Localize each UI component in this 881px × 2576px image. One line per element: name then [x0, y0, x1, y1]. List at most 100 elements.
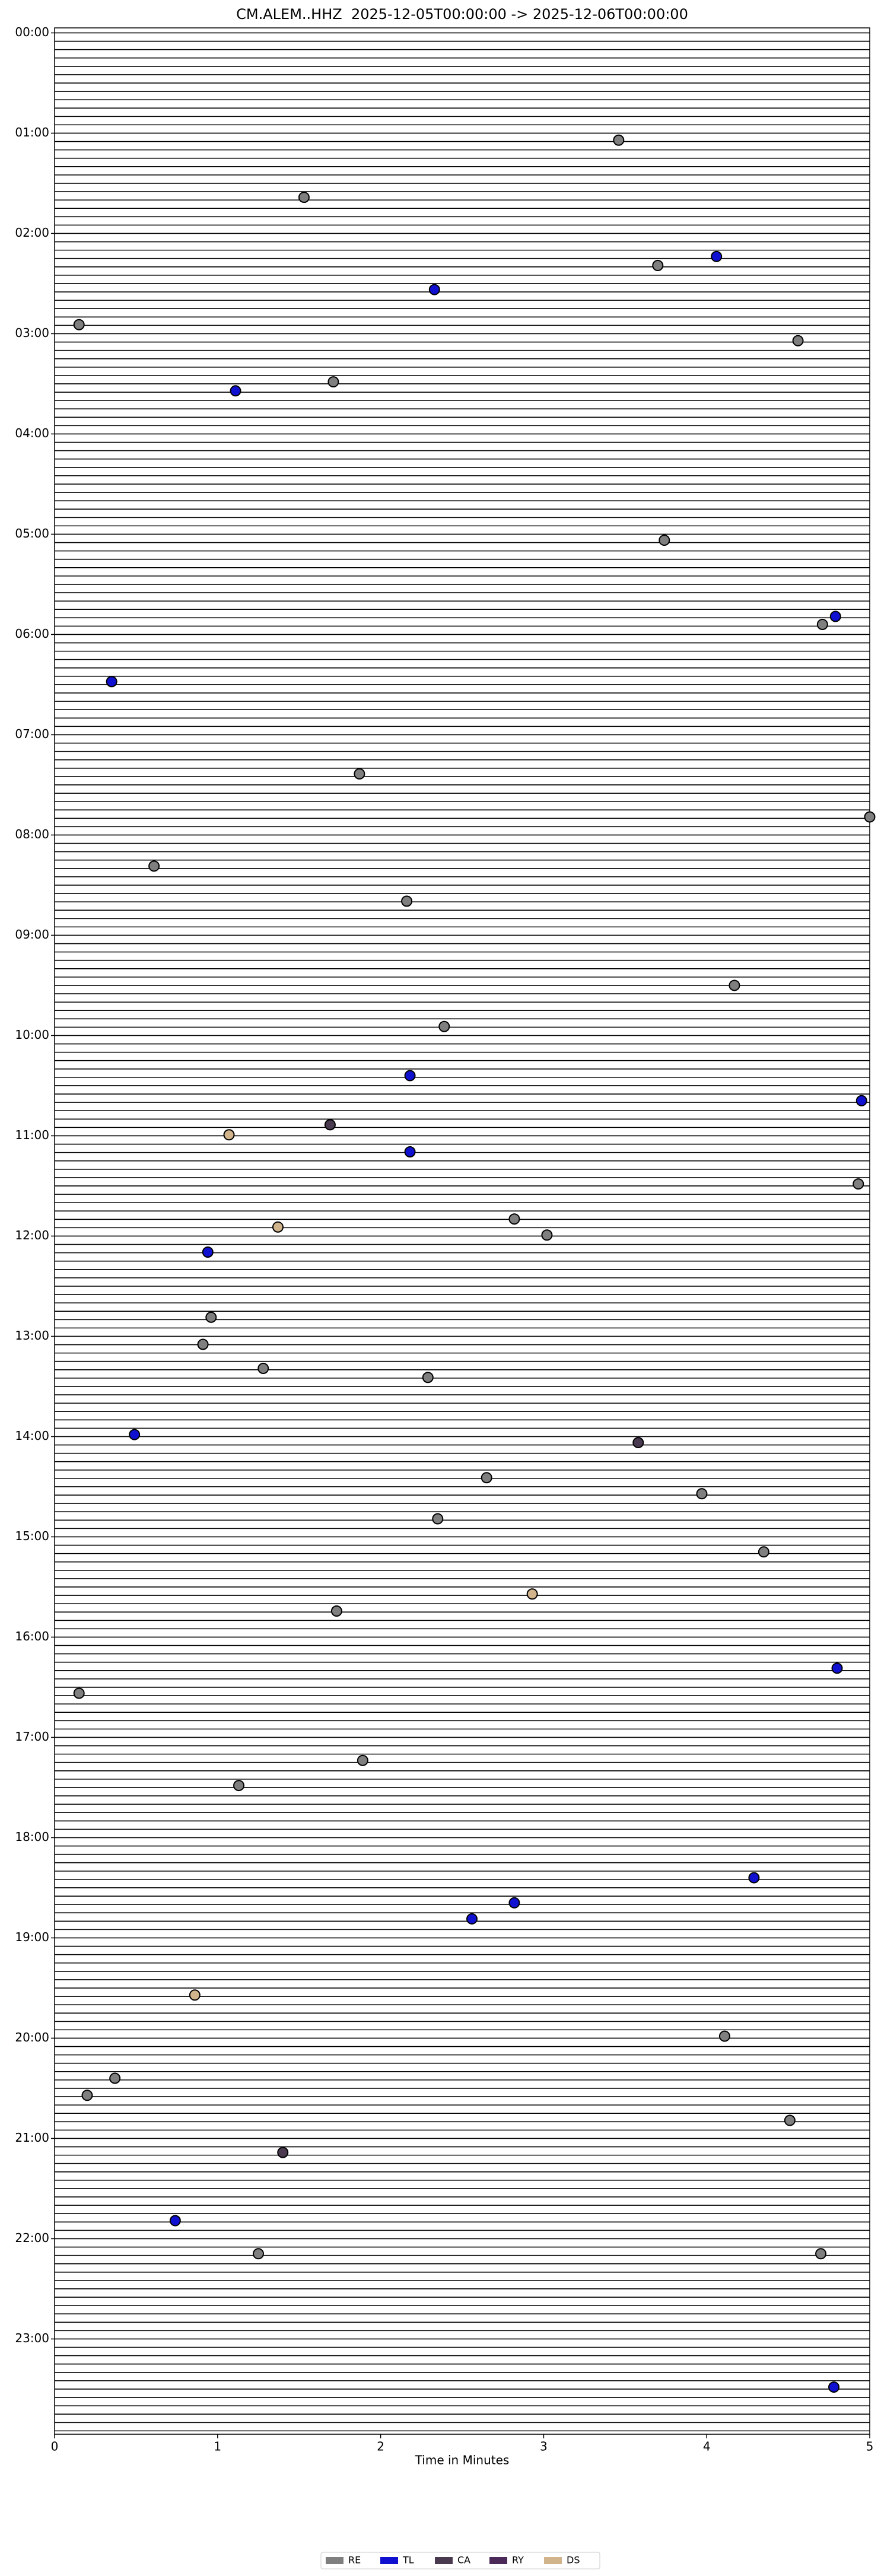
event-marker: [422, 1372, 434, 1384]
event-marker: [438, 1020, 450, 1032]
legend: RE TL CA RY DS: [320, 2552, 600, 2569]
event-marker: [729, 979, 740, 991]
event-marker: [784, 2114, 796, 2126]
event-marker: [202, 1246, 214, 1258]
event-marker: [298, 192, 310, 203]
event-marker: [828, 2381, 840, 2393]
chart-title: CM.ALEM..HHZ 2025-12-05T00:00:00 -> 2025…: [236, 6, 688, 23]
event-marker: [816, 619, 828, 631]
x-tick-label: 5: [866, 2440, 874, 2454]
event-marker: [829, 610, 841, 622]
event-marker: [129, 1429, 141, 1440]
y-tick-label: 00:00: [15, 25, 49, 39]
y-tick-label: 18:00: [15, 1830, 49, 1844]
event-marker: [223, 1129, 235, 1141]
event-marker: [253, 2248, 264, 2260]
event-marker: [831, 1662, 843, 1674]
y-tick-label: 20:00: [15, 2030, 49, 2044]
event-marker: [613, 134, 625, 146]
y-tick-label: 21:00: [15, 2130, 49, 2145]
event-marker: [711, 250, 723, 262]
event-marker: [189, 1989, 201, 2001]
legend-swatch: [435, 2557, 453, 2564]
event-marker: [466, 1913, 478, 1925]
event-marker: [481, 1472, 492, 1484]
x-tick-label: 1: [214, 2440, 221, 2454]
event-marker: [230, 385, 241, 397]
y-tick-label: 02:00: [15, 225, 49, 240]
y-tick-label: 17:00: [15, 1729, 49, 1744]
event-marker: [541, 1229, 553, 1241]
event-marker: [357, 1754, 368, 1766]
legend-swatch: [326, 2557, 344, 2564]
y-tick-label: 22:00: [15, 2231, 49, 2245]
x-tick-label: 0: [51, 2440, 59, 2454]
legend-label: CA: [457, 2555, 470, 2566]
event-marker: [632, 1437, 644, 1449]
y-tick-label: 09:00: [15, 927, 49, 942]
legend-label: RE: [348, 2555, 361, 2566]
y-tick-label: 05:00: [15, 526, 49, 540]
legend-label: RY: [512, 2555, 524, 2566]
y-tick-label: 13:00: [15, 1328, 49, 1343]
legend-label: TL: [402, 2555, 414, 2566]
event-marker: [106, 676, 117, 688]
event-marker: [748, 1872, 760, 1884]
event-marker: [354, 768, 365, 780]
legend-swatch: [544, 2557, 562, 2564]
event-marker: [659, 535, 670, 546]
event-marker: [205, 1311, 217, 1323]
event-marker: [428, 284, 440, 295]
event-marker: [508, 1213, 520, 1225]
plot-frame: [54, 27, 870, 2435]
event-marker: [277, 2146, 289, 2158]
y-tick-label: 11:00: [15, 1128, 49, 1142]
event-marker: [197, 1338, 209, 1350]
x-tick-label: 3: [540, 2440, 548, 2454]
event-marker: [109, 2072, 121, 2084]
y-tick-label: 04:00: [15, 426, 49, 440]
event-marker: [718, 2030, 730, 2042]
y-tick-label: 03:00: [15, 326, 49, 340]
event-marker: [432, 1513, 444, 1525]
event-marker: [148, 860, 160, 872]
event-marker: [169, 2215, 181, 2227]
y-tick-label: 14:00: [15, 1429, 49, 1443]
event-marker: [696, 1488, 708, 1500]
event-marker: [855, 1095, 867, 1106]
event-marker: [81, 2090, 93, 2101]
event-marker: [401, 895, 413, 907]
x-tick-label: 4: [703, 2440, 711, 2454]
event-marker: [652, 260, 664, 272]
event-marker: [330, 1605, 342, 1617]
y-tick-label: 06:00: [15, 626, 49, 641]
y-tick-label: 12:00: [15, 1228, 49, 1242]
legend-label: DS: [567, 2555, 580, 2566]
event-marker: [324, 1119, 336, 1131]
event-marker: [233, 1780, 245, 1792]
event-marker: [508, 1897, 520, 1909]
y-tick-label: 19:00: [15, 1930, 49, 1944]
x-tick-label: 2: [377, 2440, 384, 2454]
event-marker: [73, 1687, 85, 1699]
y-tick-label: 16:00: [15, 1629, 49, 1643]
event-marker: [792, 335, 804, 346]
legend-swatch: [380, 2557, 398, 2564]
y-tick-label: 08:00: [15, 827, 49, 841]
event-marker: [853, 1178, 864, 1190]
legend-swatch: [489, 2557, 507, 2564]
event-marker: [272, 1221, 284, 1233]
event-marker: [758, 1546, 769, 1558]
event-marker: [404, 1146, 416, 1157]
y-tick-label: 10:00: [15, 1028, 49, 1042]
y-tick-label: 23:00: [15, 2331, 49, 2345]
legend-frame: [320, 2552, 600, 2569]
y-tick-label: 15:00: [15, 1529, 49, 1543]
y-tick-label: 07:00: [15, 727, 49, 741]
event-marker: [404, 1070, 416, 1082]
event-marker: [526, 1588, 538, 1600]
y-tick-label: 01:00: [15, 125, 49, 139]
event-marker: [864, 811, 876, 823]
